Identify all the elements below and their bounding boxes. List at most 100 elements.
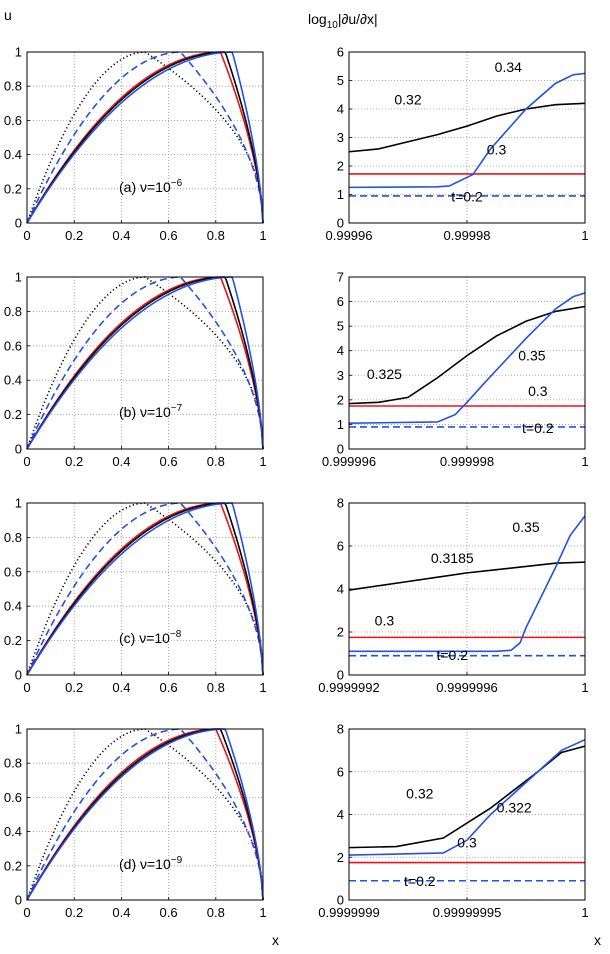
x-tick-label: 0.9999992 xyxy=(318,680,379,695)
curve-annotation: 0.3185 xyxy=(431,550,474,566)
axes-frame xyxy=(348,51,586,224)
y-tick-label: 3 xyxy=(337,368,344,383)
series-line-t=0.325 xyxy=(26,276,264,450)
x-tick-label: 1 xyxy=(259,680,266,695)
x-tick-label: 0.2 xyxy=(65,454,83,469)
x-tick-label: 0.6 xyxy=(160,228,178,243)
axes-frame xyxy=(26,51,264,224)
chart-panel-3: 0 0.2 0.4 0.6 0.8 1 0 0.2 0.4 0.6 0.8 1 (b) ν=10−7 xyxy=(4,270,267,470)
x-tick-label: 1 xyxy=(581,454,588,469)
y-tick-label: 0 xyxy=(15,216,22,231)
y-tick-label: 0 xyxy=(15,668,22,683)
y-tick-label: 6 xyxy=(337,539,344,554)
x-tick-label: 0.8 xyxy=(207,454,225,469)
y-tick-label: 8 xyxy=(337,722,344,737)
chart-panel-7: 0 0.2 0.4 0.6 0.8 1 0 0.2 0.4 0.6 0.8 1 (d) ν=10−9 xyxy=(4,722,267,921)
y-tick-label: 0.8 xyxy=(4,304,22,319)
chart-panel-8: 0.9999999 0.99999995 1 0 2 4 6 8 0.32 0.322 0.3 t=0… xyxy=(318,722,588,921)
y-tick-label: 6 xyxy=(337,764,344,779)
y-tick-label: 0.4 xyxy=(4,599,22,614)
series-line-t=0.3185 xyxy=(348,561,586,591)
y-tick-label: 5 xyxy=(337,73,344,88)
curve-annotation: t=0.2 xyxy=(451,189,483,205)
curve-annotation: 0.35 xyxy=(518,348,545,364)
y-tick-label: 0 xyxy=(15,893,22,908)
y-tick-label: 0 xyxy=(337,893,344,908)
y-tick-label: 1 xyxy=(15,722,22,737)
curve-annotation: 0.3 xyxy=(487,142,507,158)
x-tick-label: 0.6 xyxy=(160,454,178,469)
y-tick-label: 4 xyxy=(337,807,344,822)
curve-annotation: 0.322 xyxy=(497,799,532,815)
y-tick-label: 0.2 xyxy=(4,633,22,648)
series-line-t=0.34 xyxy=(26,51,264,224)
x-tick-label: 1 xyxy=(581,905,588,920)
panel-caption: (d) ν=10−9 xyxy=(119,855,183,872)
y-tick-label: 0.4 xyxy=(4,373,22,388)
series-line-t=0.2 xyxy=(26,276,264,450)
x-tick-label: 0.2 xyxy=(65,680,83,695)
curve-annotation: t=0.2 xyxy=(404,873,436,889)
y-tick-label: 0.4 xyxy=(4,147,22,162)
series-line-t=0.3 xyxy=(26,51,264,224)
x-tick-label: 1 xyxy=(259,905,266,920)
x-tick-label: 1 xyxy=(581,228,588,243)
y-tick-label: 7 xyxy=(337,270,344,285)
series-line-t=0.2-initial- xyxy=(26,276,264,450)
axes-frame xyxy=(26,276,264,450)
x-tick-label: 0.8 xyxy=(207,905,225,920)
series-line-t=0.32 xyxy=(348,745,586,849)
y-tick-label: 1 xyxy=(337,417,344,432)
series-line-t=0.35 xyxy=(26,276,264,450)
y-tick-label: 0.2 xyxy=(4,181,22,196)
y-tick-label: 0.4 xyxy=(4,824,22,839)
x-tick-label: 0.99996 xyxy=(326,228,373,243)
y-tick-label: 1 xyxy=(15,496,22,511)
y-tick-label: 4 xyxy=(337,343,344,358)
curve-annotation: 0.325 xyxy=(367,366,402,382)
series-line-t=0.2 xyxy=(26,51,264,224)
axes-frame xyxy=(26,728,264,901)
series-line-t=0.2 xyxy=(26,728,264,901)
x-tick-label: 0.4 xyxy=(112,454,130,469)
series-line-t=0.35 xyxy=(26,502,264,676)
y-tick-label: 0.6 xyxy=(4,113,22,128)
axes-frame xyxy=(348,276,586,450)
chart-panel-5: 0 0.2 0.4 0.6 0.8 1 0 0.2 0.4 0.6 0.8 1 (c) ν=10−8 xyxy=(4,496,267,696)
y-tick-label: 2 xyxy=(337,850,344,865)
y-tick-label: 3 xyxy=(337,130,344,145)
chart-panel-4: 0.999996 0.999998 1 0 1 2 3 4 5 6 7 0.325 0.35 0.3 t=0… xyxy=(322,270,589,470)
y-tick-label: 0.6 xyxy=(4,338,22,353)
series-line-t=0.34 xyxy=(348,72,586,189)
x-tick-label: 1 xyxy=(259,454,266,469)
series-line-t=0.2-initial- xyxy=(26,51,264,224)
x-tick-label: 0.6 xyxy=(160,680,178,695)
chart-panel-6: 0.9999992 0.9999996 1 0 2 4 6 8 0.3185 0.35 0.3 t=0… xyxy=(318,496,588,696)
y-tick-label: 5 xyxy=(337,319,344,334)
left-x-axis-label: x xyxy=(272,932,279,948)
series-line-t=0.3 xyxy=(26,728,264,901)
curve-annotation: 0.3 xyxy=(528,383,548,399)
axes-frame xyxy=(26,502,264,676)
y-tick-label: 0.6 xyxy=(4,564,22,579)
series-line-t=0.2-initial- xyxy=(26,502,264,676)
series-line-t=0.3 xyxy=(26,276,264,450)
chart-panel-2: 0.99996 0.99998 1 0 1 2 3 4 5 6 0.32 0.34 0.3 t=0.2 xyxy=(326,45,589,244)
y-tick-label: 0 xyxy=(337,216,344,231)
y-tick-label: 0.2 xyxy=(4,407,22,422)
axes-frame xyxy=(348,502,586,676)
series-line-t=0.32 xyxy=(26,51,264,224)
x-tick-label: 0.8 xyxy=(207,680,225,695)
curve-annotation: t=0.2 xyxy=(436,647,468,663)
series-line-t=0.32 xyxy=(348,102,586,153)
y-tick-label: 0.8 xyxy=(4,530,22,545)
y-tick-label: 0 xyxy=(337,442,344,457)
series-line-t=0.322 xyxy=(348,738,586,856)
left-y-axis-label: u xyxy=(4,7,12,23)
x-tick-label: 0 xyxy=(23,228,30,243)
x-tick-label: 0.2 xyxy=(65,905,83,920)
y-tick-label: 2 xyxy=(337,392,344,407)
x-tick-label: 0.2 xyxy=(65,228,83,243)
x-tick-label: 0.6 xyxy=(160,905,178,920)
